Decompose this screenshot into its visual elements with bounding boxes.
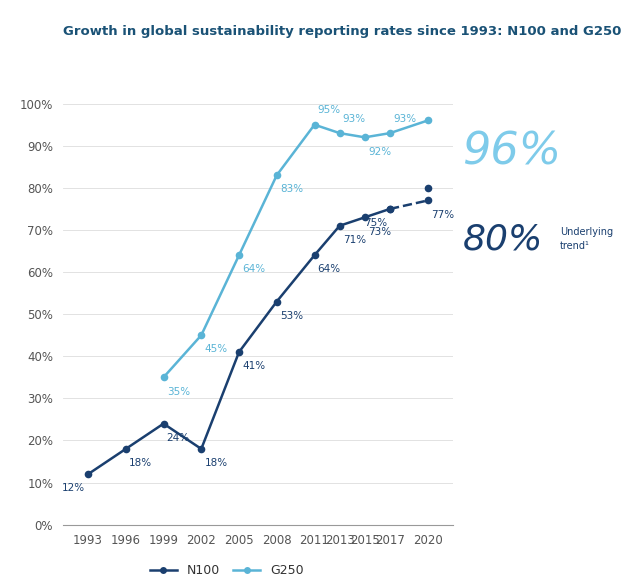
Text: 96%: 96% (462, 130, 561, 173)
Text: 24%: 24% (167, 433, 190, 443)
Text: 75%: 75% (364, 218, 387, 228)
Text: 93%: 93% (393, 114, 416, 124)
Text: 64%: 64% (318, 265, 341, 275)
Text: 93%: 93% (343, 114, 366, 124)
Text: 64%: 64% (242, 265, 265, 275)
Legend: N100, G250: N100, G250 (145, 559, 309, 582)
Text: 53%: 53% (280, 311, 303, 321)
Text: 77%: 77% (431, 210, 454, 220)
Text: 71%: 71% (343, 235, 366, 245)
Text: 80%: 80% (462, 222, 543, 256)
Text: 45%: 45% (204, 345, 228, 354)
Text: Underlying
trend¹: Underlying trend¹ (560, 227, 613, 251)
Text: 12%: 12% (62, 483, 85, 493)
Text: 73%: 73% (368, 227, 391, 237)
Text: 18%: 18% (204, 458, 228, 468)
Text: 35%: 35% (167, 387, 190, 396)
Text: 41%: 41% (242, 361, 265, 371)
Text: 83%: 83% (280, 184, 303, 195)
Text: Growth in global sustainability reporting rates since 1993: N100 and G250: Growth in global sustainability reportin… (63, 25, 621, 38)
Text: 95%: 95% (318, 106, 341, 115)
Text: 92%: 92% (368, 146, 391, 157)
Text: 18%: 18% (129, 458, 152, 468)
